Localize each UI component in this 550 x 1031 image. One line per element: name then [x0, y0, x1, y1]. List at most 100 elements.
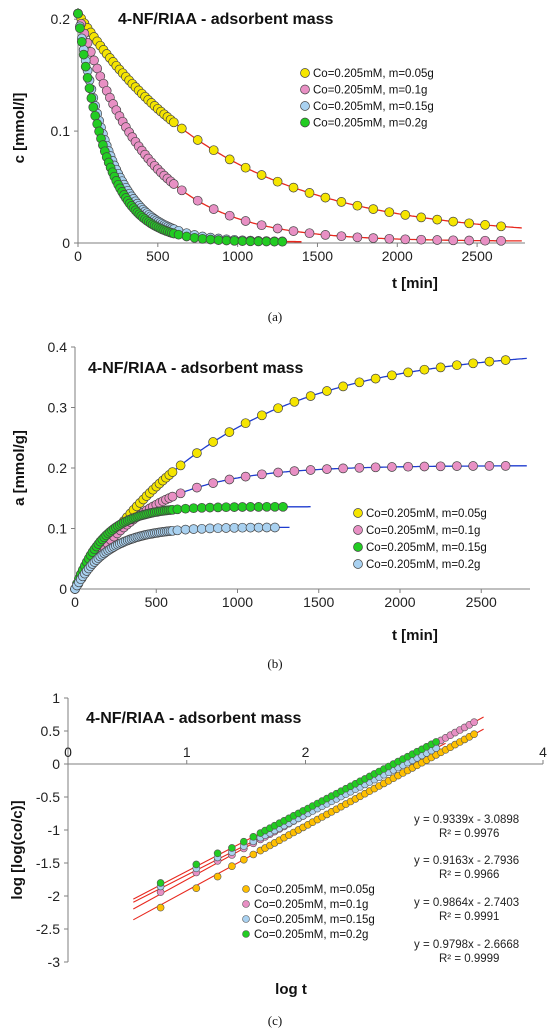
chart-c-legend-marker [242, 900, 250, 908]
chart-a-caption: (a) [268, 309, 282, 324]
chart-b-point [245, 502, 256, 512]
chart-b-point [338, 463, 348, 474]
chart-c-xlabel: log t [275, 981, 307, 998]
chart-b-point [370, 462, 381, 473]
chart-b-point [180, 503, 191, 514]
chart-b-point [305, 391, 316, 401]
chart-c-fit-equations: y = 0.9339x - 3.0898 R² = 0.9976 y = 0.916… [414, 814, 519, 965]
chart-c-x-tick-label: 0 [64, 744, 72, 760]
chart-b-point [221, 502, 231, 513]
chart-a-point [480, 220, 490, 230]
chart-a-point [400, 234, 411, 245]
chart-a-point [256, 220, 267, 231]
chart-c-title: 4-NF/RIAA - adsorbent mass [86, 710, 302, 727]
chart-c-equation: y = 0.9339x - 3.0898 [414, 814, 519, 826]
chart-b-point [500, 355, 511, 365]
chart-a-point [168, 179, 179, 189]
chart-a-point [208, 145, 219, 156]
chart-c-r-squared: R² = 0.9966 [439, 869, 499, 881]
chart-a-legend-label: Co=0.205mM, m=0.1g [313, 85, 427, 97]
chart-a-point [76, 36, 87, 47]
chart-a-point [189, 232, 200, 243]
chart-b-legend-label: Co=0.205mM, m=0.15g [366, 542, 487, 554]
chart-c-point [240, 837, 248, 846]
chart-a-point [205, 234, 216, 245]
chart-b-xlabel: t [min] [392, 627, 438, 644]
chart-c-x-tick-label: 1 [183, 744, 191, 760]
chart-a-point [224, 210, 235, 221]
chart-c-legend-label: Co=0.205mM, m=0.1g [254, 899, 368, 911]
chart-c-legend-label: Co=0.205mM, m=0.05g [254, 884, 375, 896]
chart-c-y-tick-label: -2.5 [36, 921, 60, 937]
chart-a-y-tick-label: 0.2 [51, 11, 71, 27]
chart-a-plot: 0 500 1000 1500 2000 2500 0 0.1 0.2 Co=0.205mM, m… [51, 8, 525, 264]
chart-a-point [496, 221, 506, 232]
chart-b-point [261, 522, 272, 533]
chart-b-legend-label: Co=0.205mM, m=0.2g [366, 559, 480, 571]
chart-c-point [249, 850, 258, 859]
chart-a-xlabel: t [min] [392, 275, 438, 292]
chart-b-point [387, 370, 397, 381]
chart-a-point [448, 235, 459, 246]
chart-b-point [167, 491, 178, 502]
chart-b-legend-label: Co=0.205mM, m=0.1g [366, 525, 480, 537]
chart-c-y-tick-label: -3 [48, 954, 61, 970]
chart-b-legend-label: Co=0.205mM, m=0.05g [366, 508, 487, 520]
chart-a-x-tick-label: 1500 [302, 248, 333, 264]
chart-c-x-tick-label: 4 [539, 744, 547, 760]
chart-b-point [175, 488, 186, 499]
chart-b-point [338, 381, 348, 392]
chart-b-point [403, 461, 413, 472]
chart-b-point [354, 462, 365, 473]
chart-b-title: 4-NF/RIAA - adsorbent mass [88, 360, 304, 377]
chart-a-x-tick-label: 1000 [222, 248, 253, 264]
chart-a-x-tick-label: 0 [74, 248, 82, 264]
chart-b-point [240, 418, 251, 429]
chart-b-point [468, 358, 478, 369]
chart-a-point [82, 72, 93, 83]
chart-c-point [192, 884, 201, 893]
chart-a-point [416, 212, 427, 223]
chart-c-point [156, 903, 165, 912]
chart-c-point [470, 718, 478, 727]
chart-c-r-squared: R² = 0.9999 [439, 953, 499, 965]
chart-a-x-tick-label: 500 [146, 248, 170, 264]
chart-b-y-tick-label: 0.2 [48, 460, 68, 476]
chart-c-r-squared: R² = 0.9976 [439, 828, 499, 840]
chart-b-point [172, 525, 183, 536]
chart-a-legend-label: Co=0.205mM, m=0.15g [313, 101, 434, 113]
chart-c-x-tick-label: 2 [302, 744, 310, 760]
chart-a-point [352, 232, 363, 243]
chart-b-point [484, 356, 495, 367]
chart-a-legend-marker [300, 101, 310, 111]
chart-b-point [468, 461, 478, 471]
chart-a-point [197, 233, 208, 244]
chart-a: 0 500 1000 1500 2000 2500 0 0.1 0.2 Co=0.205mM, m… [11, 8, 525, 324]
chart-a-point [432, 214, 443, 225]
chart-b-point [240, 471, 251, 482]
chart-a-point [336, 231, 347, 242]
chart-b-point [435, 461, 446, 472]
chart-c-legend: Co=0.205mM, m=0.05g Co=0.205mM, m=0.1g Co=… [242, 884, 375, 941]
chart-a-point [88, 102, 99, 113]
chart-a-point [480, 235, 490, 246]
chart-c-equation: y = 0.9163x - 2.7936 [414, 855, 519, 867]
chart-b-y-tick-label: 0.1 [48, 521, 68, 537]
chart-b-point [257, 410, 267, 421]
chart-a-point [432, 235, 443, 245]
chart-b-x-tick-label: 2000 [384, 594, 415, 610]
chart-b-point [452, 360, 462, 371]
chart-b-y-tick-label: 0.4 [48, 339, 68, 355]
chart-a-point [86, 93, 97, 103]
chart-b-point [205, 502, 215, 513]
chart-b-point [435, 362, 446, 373]
chart-c-y-tick-label: 1 [52, 690, 60, 706]
chart-a-point [75, 23, 85, 34]
chart-b-legend: Co=0.205mM, m=0.05g Co=0.205mM, m=0.1g Co=… [353, 508, 487, 571]
chart-c-point [228, 844, 236, 852]
chart-c-point [213, 872, 222, 881]
chart-b-point [192, 448, 202, 458]
chart-a-point [448, 216, 459, 227]
chart-b-point [213, 502, 223, 513]
chart-a-point [272, 223, 283, 234]
